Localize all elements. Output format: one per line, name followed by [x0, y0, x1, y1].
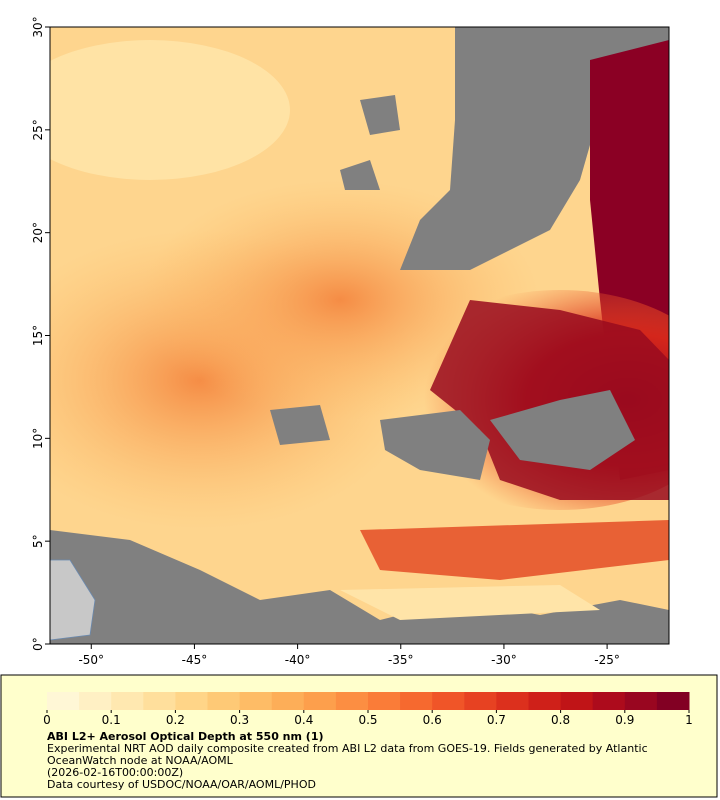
- colorbar-swatch: [528, 692, 562, 710]
- colorbar: 0 0.1 0.2 0.3 0.4 0.5 0.6 0.7 0.8 0.9 1: [43, 692, 693, 727]
- y-tick-label: 0°: [31, 637, 45, 651]
- aod-low: [50, 40, 290, 180]
- colorbar-swatch: [271, 692, 305, 710]
- colorbar-swatch: [207, 692, 241, 710]
- colorbar-tick-label: 0.2: [166, 713, 185, 727]
- colorbar-swatch: [335, 692, 369, 710]
- colorbar-tick-label: 0.5: [358, 713, 377, 727]
- aod-elevated: [360, 520, 669, 580]
- colorbar-tick-label: 0: [43, 713, 51, 727]
- land: [50, 559, 96, 641]
- no-data: [50, 530, 669, 644]
- title: ABI L2+ Aerosol Optical Depth at 550 nm …: [47, 730, 324, 743]
- y-tick-label: 5°: [31, 534, 45, 548]
- colorbar-swatch: [496, 692, 529, 710]
- no-data: [340, 95, 400, 190]
- x-tick-label: -45°: [182, 653, 208, 667]
- y-tick-label: 30°: [31, 16, 45, 37]
- no-data: [270, 405, 330, 445]
- colorbar-swatch: [464, 692, 497, 710]
- x-tick-label: -25°: [594, 653, 620, 667]
- colorbar-tick-label: 0.6: [423, 713, 442, 727]
- x-tick-label: -35°: [388, 653, 414, 667]
- colorbar-swatch: [47, 692, 80, 710]
- colorbar-swatch: [111, 692, 144, 710]
- x-tick-label: -50°: [78, 653, 104, 667]
- colorbar-tick-label: 1: [685, 713, 693, 727]
- no-data: [490, 390, 635, 470]
- x-tick-label: -40°: [285, 653, 311, 667]
- axes: -50° -45° -40° -35° -30° -25° 0° 5° 10° 15° 20° 25°…: [31, 16, 620, 667]
- colorbar-tick-label: 0.3: [230, 713, 249, 727]
- credit: Data courtesy of USDOC/NOAA/OAR/AOML/PHO…: [47, 778, 316, 791]
- colorbar-swatch: [400, 692, 433, 710]
- timestamp: (2026-02-16T00:00:00Z): [47, 766, 184, 779]
- colorbar-swatch: [368, 692, 401, 710]
- colorbar-swatch: [560, 692, 594, 710]
- y-tick-label: 20°: [31, 222, 45, 243]
- colorbar-tick-label: 0.8: [551, 713, 570, 727]
- colorbar-swatch: [303, 692, 337, 710]
- y-tick-label: 10°: [31, 428, 45, 449]
- colorbar-tick-label: 0.4: [294, 713, 313, 727]
- colorbar-tick-label: 0.7: [487, 713, 506, 727]
- x-tick-label: -30°: [491, 653, 517, 667]
- colorbar-swatch: [432, 692, 465, 710]
- y-tick-label: 25°: [31, 119, 45, 140]
- colorbar-tick-label: 0.1: [102, 713, 121, 727]
- colorbar-swatch: [624, 692, 658, 710]
- colorbar-swatch: [175, 692, 208, 710]
- y-tick-label: 15°: [31, 325, 45, 346]
- colorbar-swatch: [239, 692, 273, 710]
- colorbar-swatch: [79, 692, 112, 710]
- colorbar-swatch: [656, 692, 690, 710]
- aod-low: [340, 585, 600, 620]
- colorbar-swatch: [592, 692, 626, 710]
- no-data: [380, 410, 490, 480]
- description: Experimental NRT AOD daily composite cre…: [47, 742, 648, 767]
- colorbar-tick-label: 0.9: [615, 713, 634, 727]
- caption: ABI L2+ Aerosol Optical Depth at 550 nm …: [47, 731, 687, 791]
- aod-field: [50, 27, 669, 644]
- colorbar-swatch: [143, 692, 176, 710]
